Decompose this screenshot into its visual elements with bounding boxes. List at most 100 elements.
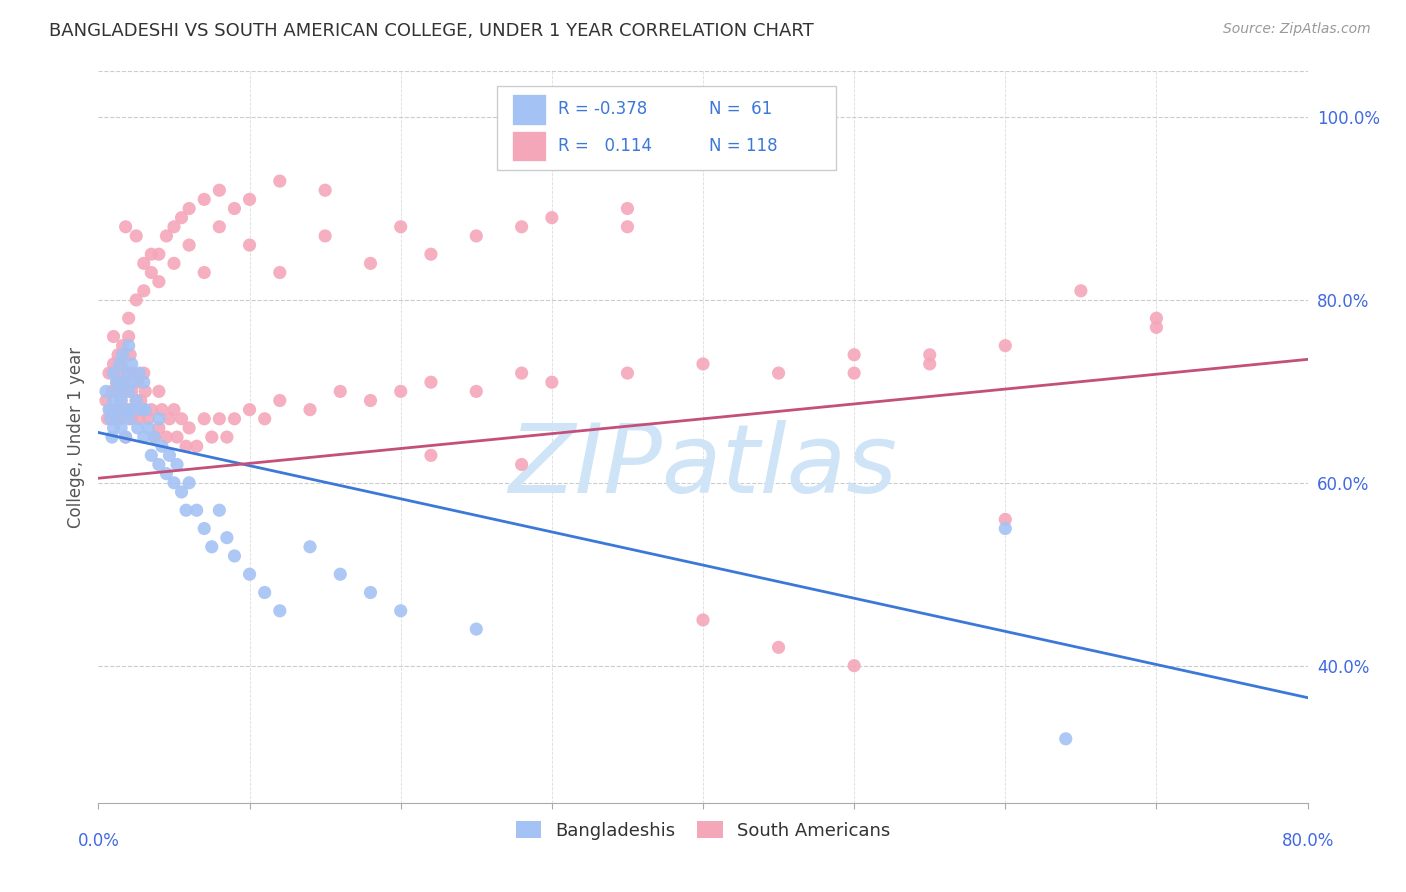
Point — [112, 376, 135, 390]
Point — [121, 402, 143, 417]
Point — [118, 329, 141, 343]
Text: R =   0.114: R = 0.114 — [558, 137, 652, 155]
Point — [163, 475, 186, 490]
Point — [103, 421, 125, 435]
Point — [389, 384, 412, 399]
Point — [465, 228, 488, 243]
Point — [121, 357, 143, 371]
Point — [148, 421, 170, 435]
Point — [465, 622, 488, 636]
Point — [115, 366, 138, 380]
Point — [112, 376, 135, 390]
Point — [692, 613, 714, 627]
Point — [1144, 320, 1167, 334]
Point — [101, 384, 124, 399]
Point — [132, 366, 155, 380]
Point — [994, 339, 1017, 353]
Point — [239, 192, 262, 206]
Point — [125, 393, 148, 408]
Point — [134, 384, 156, 399]
Point — [121, 411, 143, 425]
Point — [105, 376, 128, 390]
Point — [129, 402, 152, 417]
Point — [94, 384, 117, 399]
Point — [193, 192, 215, 206]
Point — [224, 202, 246, 216]
Point — [1054, 731, 1077, 746]
Point — [110, 357, 132, 371]
Point — [269, 174, 291, 188]
Point — [239, 402, 262, 417]
Point — [844, 348, 866, 362]
Point — [94, 393, 117, 408]
Point — [132, 430, 155, 444]
Point — [155, 430, 177, 444]
Point — [844, 658, 866, 673]
Point — [100, 411, 122, 425]
Point — [121, 384, 143, 399]
Point — [224, 411, 246, 425]
Point — [118, 402, 141, 417]
Point — [201, 430, 224, 444]
Point — [420, 247, 443, 261]
Point — [125, 228, 148, 243]
Point — [269, 604, 291, 618]
Point — [128, 366, 150, 380]
Point — [125, 293, 148, 307]
Point — [150, 402, 173, 417]
Point — [389, 219, 412, 234]
Point — [616, 219, 638, 234]
Point — [179, 238, 201, 252]
Point — [118, 384, 141, 399]
Point — [314, 183, 336, 197]
Point — [510, 366, 533, 380]
Point — [134, 402, 156, 417]
Point — [692, 357, 714, 371]
Point — [179, 475, 201, 490]
Point — [269, 266, 291, 280]
Point — [918, 348, 941, 362]
Point — [114, 402, 136, 417]
Point — [155, 467, 177, 481]
FancyBboxPatch shape — [512, 94, 546, 125]
Point — [105, 402, 128, 417]
Point — [179, 421, 201, 435]
Point — [111, 339, 134, 353]
Point — [118, 339, 141, 353]
Point — [114, 219, 136, 234]
Point — [179, 202, 201, 216]
Point — [208, 183, 231, 197]
Point — [360, 585, 382, 599]
Point — [299, 402, 322, 417]
Point — [132, 256, 155, 270]
Point — [129, 393, 152, 408]
Point — [141, 402, 163, 417]
Point — [186, 439, 208, 453]
Point — [155, 228, 177, 243]
Y-axis label: College, Under 1 year: College, Under 1 year — [66, 346, 84, 528]
Text: ZIPatlas: ZIPatlas — [509, 420, 897, 513]
Point — [768, 640, 790, 655]
Point — [148, 247, 170, 261]
Point — [208, 411, 231, 425]
Point — [215, 430, 238, 444]
Point — [148, 458, 170, 472]
Point — [136, 411, 159, 425]
Point — [103, 393, 125, 408]
Point — [107, 384, 129, 399]
Point — [170, 411, 193, 425]
Point — [132, 376, 155, 390]
Point — [128, 411, 150, 425]
Point — [107, 384, 129, 399]
Text: 80.0%: 80.0% — [1281, 832, 1334, 850]
Point — [193, 266, 215, 280]
Text: Source: ZipAtlas.com: Source: ZipAtlas.com — [1223, 22, 1371, 37]
Point — [159, 449, 181, 463]
Point — [120, 348, 142, 362]
Point — [141, 266, 163, 280]
Point — [118, 411, 141, 425]
Point — [150, 439, 173, 453]
Point — [105, 376, 128, 390]
Point — [510, 458, 533, 472]
Point — [1144, 311, 1167, 326]
